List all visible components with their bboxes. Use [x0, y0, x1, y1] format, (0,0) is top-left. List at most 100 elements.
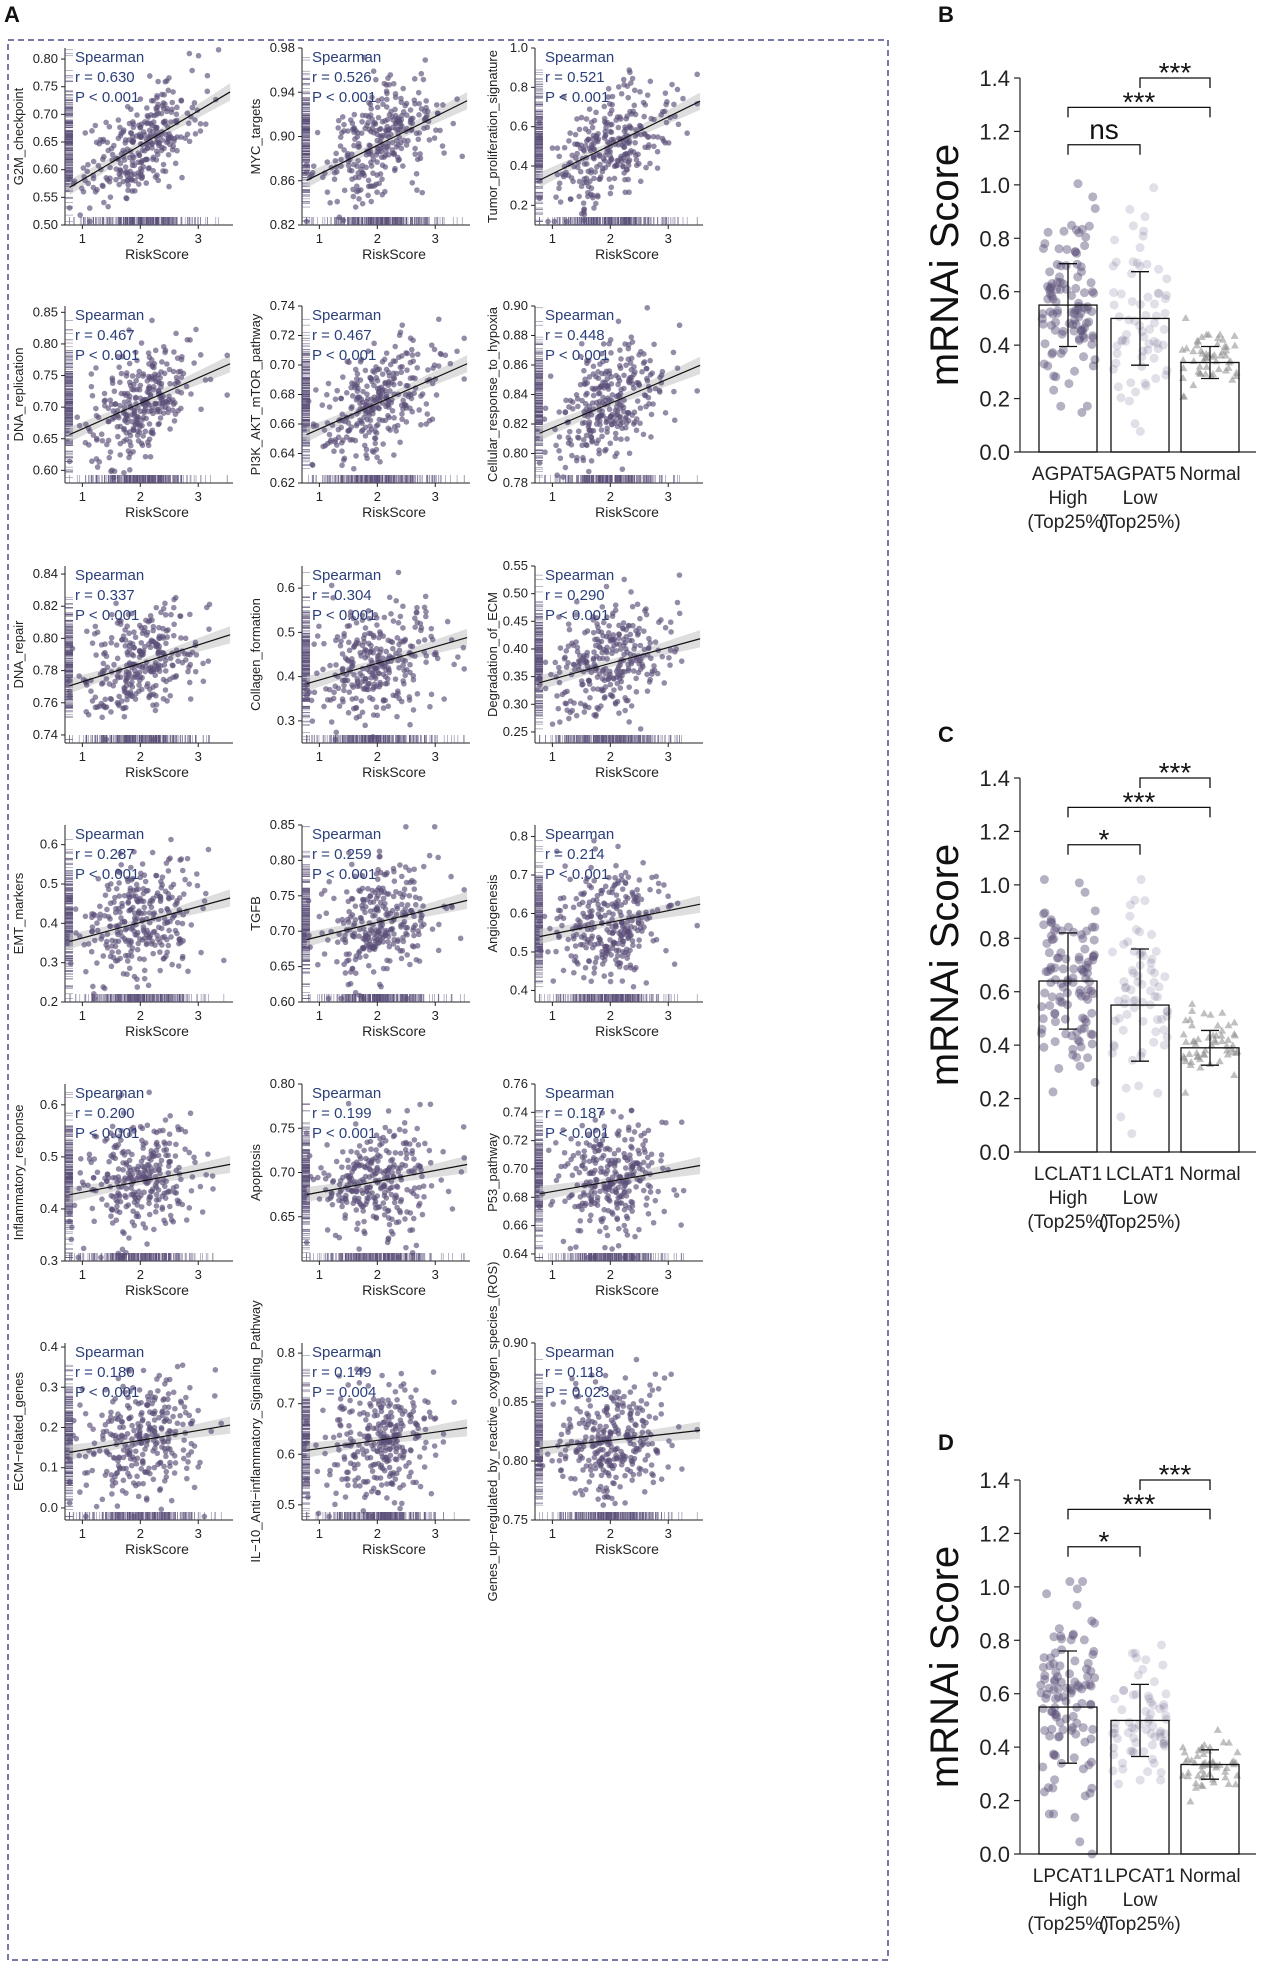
data-point — [104, 441, 110, 448]
data-point — [593, 109, 599, 116]
data-point — [66, 205, 73, 211]
data-point — [313, 387, 319, 393]
data-point — [423, 98, 430, 104]
data-point — [166, 183, 172, 190]
data-point — [349, 393, 356, 399]
data-point — [106, 124, 113, 130]
data-point — [122, 392, 129, 399]
data-point — [332, 396, 339, 402]
data-point — [178, 356, 185, 363]
data-point — [135, 414, 141, 421]
data-point — [368, 105, 375, 112]
data-point — [636, 160, 642, 167]
data-point — [390, 80, 397, 87]
data-point — [142, 453, 149, 460]
stat-p: P < 0.001 — [545, 89, 609, 106]
data-point — [559, 171, 566, 178]
data-point — [363, 410, 369, 416]
data-point — [188, 113, 194, 120]
data-point — [324, 159, 331, 165]
data-point — [309, 169, 316, 176]
y-tick-label: 0.50 — [33, 217, 58, 232]
data-point — [575, 164, 581, 171]
data-point — [369, 407, 376, 414]
data-point — [332, 157, 339, 164]
data-point — [414, 187, 420, 193]
y-tick-label: 0.80 — [503, 446, 528, 461]
data-point — [172, 381, 178, 387]
data-point — [354, 183, 360, 190]
data-point — [354, 371, 361, 377]
data-point — [85, 180, 92, 187]
stat-method: Spearman — [75, 307, 144, 324]
data-point — [160, 168, 166, 174]
data-point — [127, 168, 134, 175]
data-point — [115, 117, 122, 123]
data-point — [373, 76, 379, 83]
data-point — [557, 199, 564, 205]
data-point — [170, 89, 176, 95]
data-point — [416, 407, 422, 413]
data-point — [392, 343, 398, 350]
data-point — [580, 200, 587, 206]
data-point — [362, 433, 369, 439]
data-point — [609, 93, 616, 100]
data-point — [107, 449, 114, 455]
data-point — [644, 92, 651, 98]
data-point — [378, 145, 384, 152]
data-point — [379, 96, 385, 102]
data-point — [126, 379, 133, 386]
data-point — [370, 68, 377, 74]
data-point — [431, 135, 438, 141]
x-axis-label: RiskScore — [595, 246, 659, 262]
data-point — [399, 416, 405, 423]
y-tick-label: 0.4 — [510, 158, 528, 173]
data-point — [98, 431, 105, 438]
y-axis-label: MYC_targets — [248, 98, 263, 174]
data-point — [192, 131, 199, 137]
data-point — [566, 138, 572, 144]
data-point — [607, 110, 613, 117]
data-point — [170, 143, 177, 150]
data-point — [197, 121, 204, 127]
data-point — [160, 161, 167, 168]
data-point — [421, 108, 428, 115]
data-point — [651, 143, 657, 150]
data-point — [172, 118, 178, 124]
data-point — [340, 217, 347, 224]
data-point — [576, 193, 582, 200]
data-point — [439, 143, 446, 149]
y-tick-label: 0.94 — [270, 84, 295, 99]
data-point — [346, 162, 352, 169]
data-point — [204, 88, 211, 95]
data-point — [632, 139, 638, 146]
data-point — [396, 354, 402, 361]
data-point — [441, 150, 447, 156]
data-point — [339, 462, 345, 469]
data-point — [150, 167, 156, 174]
data-point — [551, 218, 558, 225]
data-point — [384, 90, 390, 97]
data-point — [185, 120, 192, 127]
data-point — [595, 130, 601, 137]
data-point — [580, 217, 587, 223]
data-point — [303, 169, 310, 176]
panel-label-c: C — [938, 722, 954, 747]
data-point — [164, 139, 170, 146]
data-point — [101, 390, 108, 397]
data-point — [334, 198, 341, 205]
data-point — [154, 124, 160, 131]
data-point — [607, 153, 614, 160]
data-point — [402, 102, 408, 109]
data-point — [591, 146, 598, 153]
data-point — [615, 124, 622, 131]
data-point — [622, 176, 628, 183]
data-point — [95, 162, 102, 169]
data-point — [115, 433, 121, 440]
x-tick-label: 2 — [137, 489, 144, 504]
data-point — [374, 104, 381, 111]
data-point — [167, 380, 173, 387]
data-point — [70, 180, 77, 187]
data-point — [415, 89, 422, 96]
data-point — [421, 125, 427, 132]
